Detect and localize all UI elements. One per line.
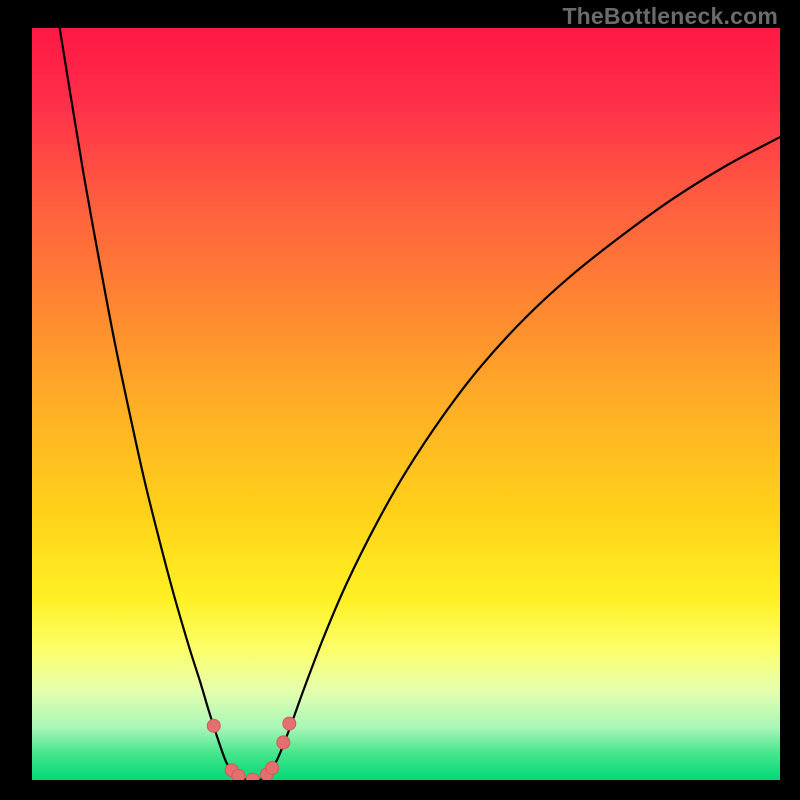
data-marker (266, 761, 279, 774)
plot-area (32, 28, 780, 780)
data-marker (232, 769, 245, 780)
chart-frame: TheBottleneck.com (0, 0, 800, 800)
data-marker (277, 736, 290, 749)
watermark-text: TheBottleneck.com (562, 3, 778, 30)
data-marker (207, 719, 220, 732)
gradient-background (32, 28, 780, 780)
bottleneck-curve-svg (32, 28, 780, 780)
data-marker (283, 717, 296, 730)
